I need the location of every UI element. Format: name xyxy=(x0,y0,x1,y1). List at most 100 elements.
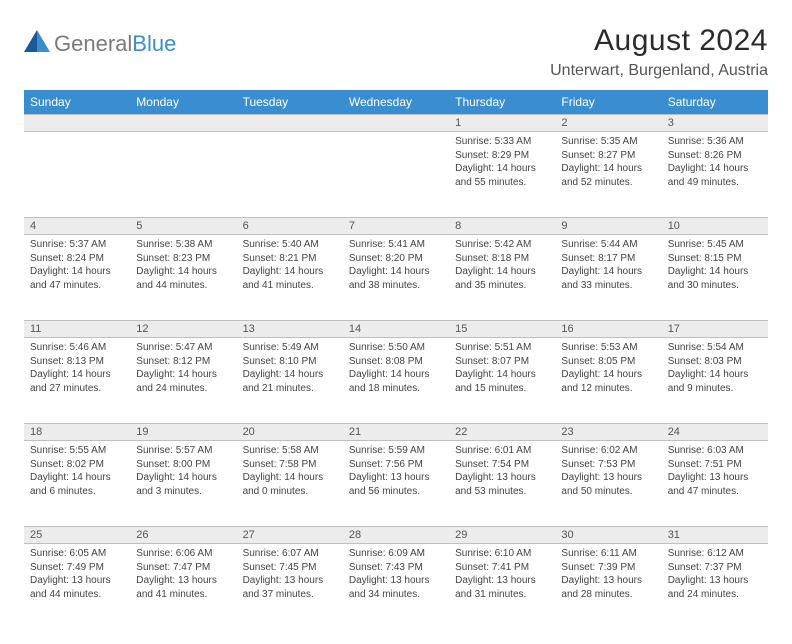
day-number-row: 123 xyxy=(24,115,768,132)
day-cell: Sunrise: 5:49 AMSunset: 8:10 PMDaylight:… xyxy=(237,338,343,424)
day-number-cell: 3 xyxy=(662,115,768,132)
day-cell: Sunrise: 6:05 AMSunset: 7:49 PMDaylight:… xyxy=(24,544,130,630)
day-details: Sunrise: 5:53 AMSunset: 8:05 PMDaylight:… xyxy=(555,338,661,399)
day-number-cell: 31 xyxy=(662,527,768,544)
day-number-cell: 23 xyxy=(555,424,661,441)
day-cell: Sunrise: 5:44 AMSunset: 8:17 PMDaylight:… xyxy=(555,235,661,321)
day-body-row: Sunrise: 5:55 AMSunset: 8:02 PMDaylight:… xyxy=(24,441,768,527)
day-cell: Sunrise: 5:33 AMSunset: 8:29 PMDaylight:… xyxy=(449,132,555,218)
day-details: Sunrise: 5:50 AMSunset: 8:08 PMDaylight:… xyxy=(343,338,449,399)
day-details: Sunrise: 5:55 AMSunset: 8:02 PMDaylight:… xyxy=(24,441,130,502)
page-header: GeneralBlue August 2024 Unterwart, Burge… xyxy=(24,24,768,80)
day-cell: Sunrise: 5:53 AMSunset: 8:05 PMDaylight:… xyxy=(555,338,661,424)
day-details: Sunrise: 5:37 AMSunset: 8:24 PMDaylight:… xyxy=(24,235,130,296)
day-number-cell: 28 xyxy=(343,527,449,544)
day-number-cell: 24 xyxy=(662,424,768,441)
weekday-header: Sunday xyxy=(24,90,130,115)
day-details: Sunrise: 5:59 AMSunset: 7:56 PMDaylight:… xyxy=(343,441,449,502)
logo-icon xyxy=(24,30,50,57)
day-number-cell: 13 xyxy=(237,321,343,338)
day-number-cell: 15 xyxy=(449,321,555,338)
day-details: Sunrise: 6:01 AMSunset: 7:54 PMDaylight:… xyxy=(449,441,555,502)
day-cell: Sunrise: 6:11 AMSunset: 7:39 PMDaylight:… xyxy=(555,544,661,630)
day-number-cell: 11 xyxy=(24,321,130,338)
calendar-table: SundayMondayTuesdayWednesdayThursdayFrid… xyxy=(24,90,768,630)
day-cell: Sunrise: 5:45 AMSunset: 8:15 PMDaylight:… xyxy=(662,235,768,321)
day-number-cell: 27 xyxy=(237,527,343,544)
calendar-body: 123Sunrise: 5:33 AMSunset: 8:29 PMDaylig… xyxy=(24,115,768,630)
weekday-header: Monday xyxy=(130,90,236,115)
day-details: Sunrise: 5:54 AMSunset: 8:03 PMDaylight:… xyxy=(662,338,768,399)
weekday-header: Tuesday xyxy=(237,90,343,115)
day-number-cell xyxy=(237,115,343,132)
day-details: Sunrise: 5:45 AMSunset: 8:15 PMDaylight:… xyxy=(662,235,768,296)
day-cell: Sunrise: 5:57 AMSunset: 8:00 PMDaylight:… xyxy=(130,441,236,527)
weekday-header: Thursday xyxy=(449,90,555,115)
day-number-cell: 21 xyxy=(343,424,449,441)
day-details: Sunrise: 5:41 AMSunset: 8:20 PMDaylight:… xyxy=(343,235,449,296)
day-number-cell: 20 xyxy=(237,424,343,441)
day-number-cell xyxy=(24,115,130,132)
day-number-cell: 4 xyxy=(24,218,130,235)
day-cell: Sunrise: 6:09 AMSunset: 7:43 PMDaylight:… xyxy=(343,544,449,630)
day-details: Sunrise: 6:02 AMSunset: 7:53 PMDaylight:… xyxy=(555,441,661,502)
day-number-cell: 22 xyxy=(449,424,555,441)
day-details: Sunrise: 5:58 AMSunset: 7:58 PMDaylight:… xyxy=(237,441,343,502)
day-details: Sunrise: 5:46 AMSunset: 8:13 PMDaylight:… xyxy=(24,338,130,399)
day-cell: Sunrise: 5:47 AMSunset: 8:12 PMDaylight:… xyxy=(130,338,236,424)
day-cell: Sunrise: 5:46 AMSunset: 8:13 PMDaylight:… xyxy=(24,338,130,424)
day-cell xyxy=(237,132,343,218)
day-cell: Sunrise: 5:37 AMSunset: 8:24 PMDaylight:… xyxy=(24,235,130,321)
day-details: Sunrise: 6:05 AMSunset: 7:49 PMDaylight:… xyxy=(24,544,130,605)
day-details: Sunrise: 6:12 AMSunset: 7:37 PMDaylight:… xyxy=(662,544,768,605)
day-number-cell: 2 xyxy=(555,115,661,132)
day-details: Sunrise: 6:03 AMSunset: 7:51 PMDaylight:… xyxy=(662,441,768,502)
day-details: Sunrise: 5:40 AMSunset: 8:21 PMDaylight:… xyxy=(237,235,343,296)
brand-logo: GeneralBlue xyxy=(24,24,176,57)
day-cell: Sunrise: 5:40 AMSunset: 8:21 PMDaylight:… xyxy=(237,235,343,321)
day-number-cell xyxy=(343,115,449,132)
weekday-header: Friday xyxy=(555,90,661,115)
weekday-row: SundayMondayTuesdayWednesdayThursdayFrid… xyxy=(24,90,768,115)
day-cell xyxy=(343,132,449,218)
day-number-cell: 29 xyxy=(449,527,555,544)
day-cell: Sunrise: 5:41 AMSunset: 8:20 PMDaylight:… xyxy=(343,235,449,321)
calendar-head: SundayMondayTuesdayWednesdayThursdayFrid… xyxy=(24,90,768,115)
month-title: August 2024 xyxy=(550,24,768,58)
day-details: Sunrise: 5:42 AMSunset: 8:18 PMDaylight:… xyxy=(449,235,555,296)
day-number-cell: 16 xyxy=(555,321,661,338)
logo-word1: General xyxy=(54,31,132,56)
day-cell: Sunrise: 5:36 AMSunset: 8:26 PMDaylight:… xyxy=(662,132,768,218)
day-details: Sunrise: 5:47 AMSunset: 8:12 PMDaylight:… xyxy=(130,338,236,399)
day-details: Sunrise: 6:07 AMSunset: 7:45 PMDaylight:… xyxy=(237,544,343,605)
day-cell: Sunrise: 6:03 AMSunset: 7:51 PMDaylight:… xyxy=(662,441,768,527)
day-details: Sunrise: 6:10 AMSunset: 7:41 PMDaylight:… xyxy=(449,544,555,605)
day-details: Sunrise: 6:09 AMSunset: 7:43 PMDaylight:… xyxy=(343,544,449,605)
day-body-row: Sunrise: 5:46 AMSunset: 8:13 PMDaylight:… xyxy=(24,338,768,424)
calendar-page: GeneralBlue August 2024 Unterwart, Burge… xyxy=(0,0,792,644)
day-cell: Sunrise: 6:12 AMSunset: 7:37 PMDaylight:… xyxy=(662,544,768,630)
logo-text: GeneralBlue xyxy=(54,31,176,57)
day-number-cell: 14 xyxy=(343,321,449,338)
day-details: Sunrise: 5:44 AMSunset: 8:17 PMDaylight:… xyxy=(555,235,661,296)
day-number-cell: 7 xyxy=(343,218,449,235)
day-details: Sunrise: 5:57 AMSunset: 8:00 PMDaylight:… xyxy=(130,441,236,502)
day-cell: Sunrise: 6:07 AMSunset: 7:45 PMDaylight:… xyxy=(237,544,343,630)
day-number-cell: 6 xyxy=(237,218,343,235)
day-body-row: Sunrise: 6:05 AMSunset: 7:49 PMDaylight:… xyxy=(24,544,768,630)
day-cell: Sunrise: 6:02 AMSunset: 7:53 PMDaylight:… xyxy=(555,441,661,527)
day-cell: Sunrise: 5:38 AMSunset: 8:23 PMDaylight:… xyxy=(130,235,236,321)
day-details: Sunrise: 6:06 AMSunset: 7:47 PMDaylight:… xyxy=(130,544,236,605)
day-number-cell: 12 xyxy=(130,321,236,338)
day-number-cell: 25 xyxy=(24,527,130,544)
day-details: Sunrise: 5:33 AMSunset: 8:29 PMDaylight:… xyxy=(449,132,555,193)
location-subtitle: Unterwart, Burgenland, Austria xyxy=(550,62,768,80)
day-details: Sunrise: 5:38 AMSunset: 8:23 PMDaylight:… xyxy=(130,235,236,296)
weekday-header: Saturday xyxy=(662,90,768,115)
day-cell xyxy=(24,132,130,218)
day-number-cell: 9 xyxy=(555,218,661,235)
day-number-cell: 19 xyxy=(130,424,236,441)
day-number-row: 25262728293031 xyxy=(24,527,768,544)
day-cell: Sunrise: 5:35 AMSunset: 8:27 PMDaylight:… xyxy=(555,132,661,218)
logo-word2: Blue xyxy=(132,31,176,56)
